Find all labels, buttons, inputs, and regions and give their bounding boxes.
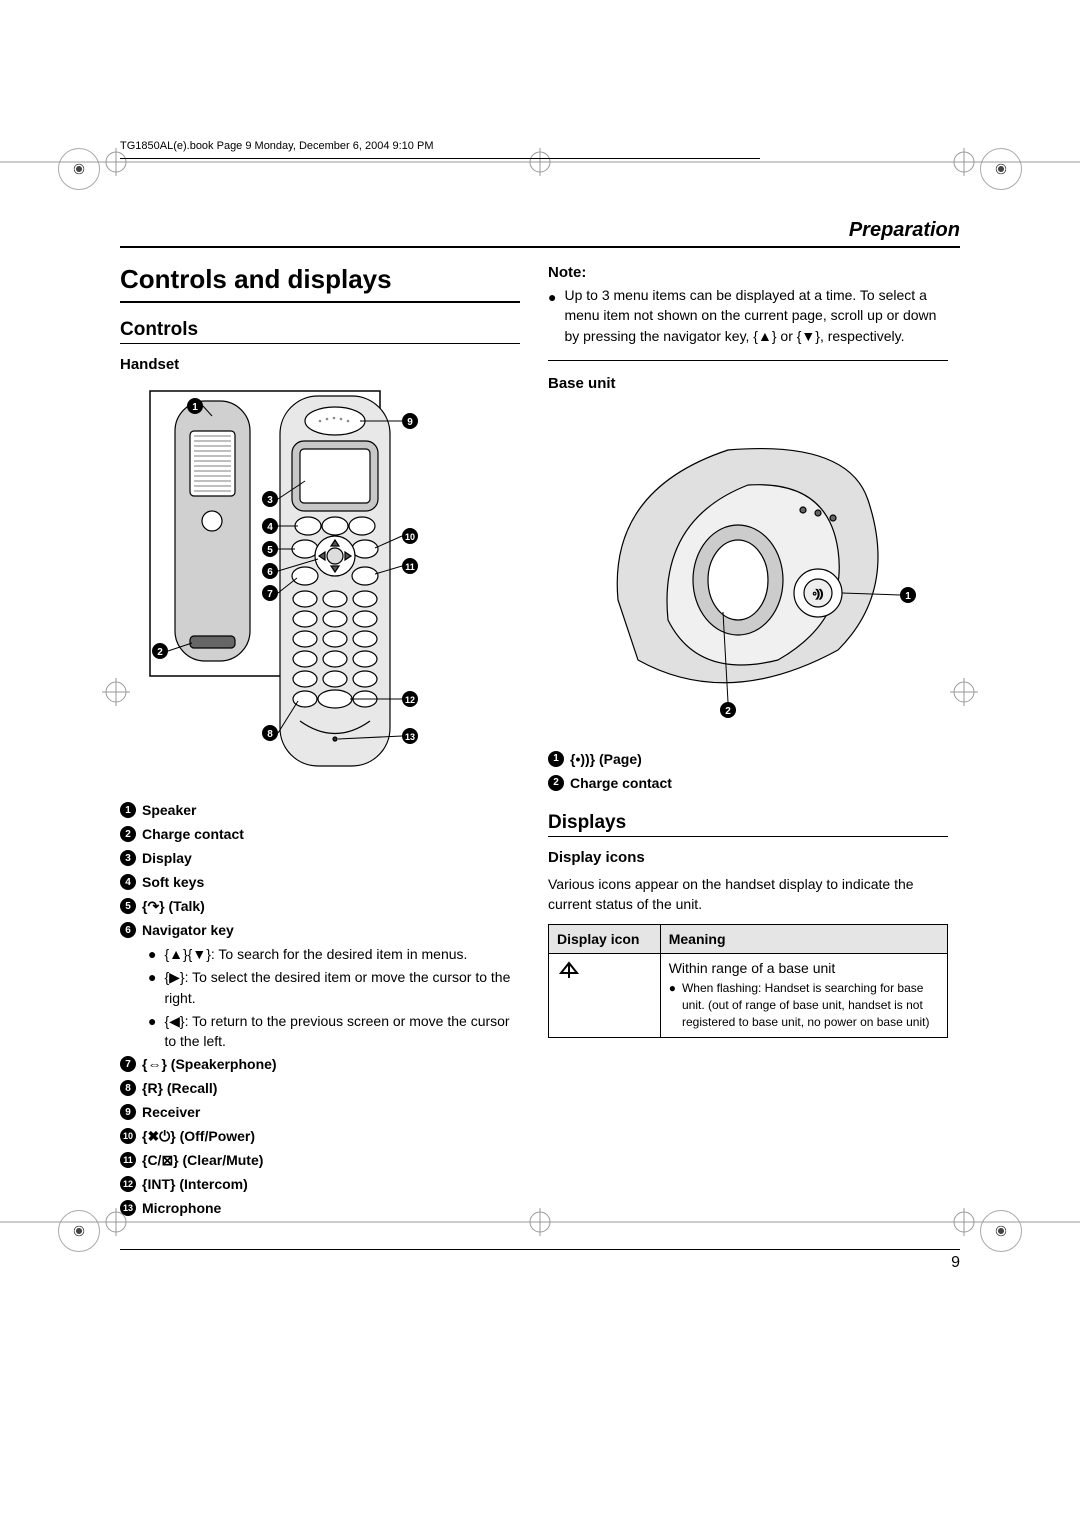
table-row: Within range of a base unit ●When flashi… — [549, 954, 948, 1037]
svg-text:13: 13 — [405, 732, 415, 742]
svg-text:11: 11 — [405, 562, 415, 572]
handset-heading: Handset — [120, 356, 520, 373]
list-item: 9Receiver — [120, 1102, 520, 1123]
svg-text:5: 5 — [267, 545, 273, 556]
sub-bullet: ●{▶}: To select the desired item or move… — [148, 967, 520, 1008]
svg-text:1: 1 — [905, 591, 911, 602]
svg-text:6: 6 — [267, 567, 273, 578]
svg-text:1: 1 — [192, 402, 198, 413]
display-icons-table: Display icon Meaning Within range of a b… — [548, 924, 948, 1037]
base-heading: Base unit — [548, 375, 948, 392]
svg-text:10: 10 — [405, 532, 415, 542]
main-title: Controls and displays — [120, 264, 520, 303]
display-icons-heading: Display icons — [548, 849, 948, 866]
list-item: 8{R} (Recall) — [120, 1078, 520, 1099]
list-item: 2Charge contact — [548, 773, 948, 794]
section-header: Preparation — [120, 219, 960, 248]
right-column: Note: ●Up to 3 menu items can be display… — [548, 264, 948, 1222]
list-item: 4Soft keys — [120, 872, 520, 893]
header-rule — [120, 158, 760, 159]
divider — [548, 360, 948, 361]
svg-text:12: 12 — [405, 695, 415, 705]
handset-list: 1Speaker 2Charge contact 3Display 4Soft … — [120, 800, 520, 1219]
display-icons-intro: Various icons appear on the handset disp… — [548, 874, 948, 915]
controls-heading: Controls — [120, 319, 520, 341]
sub-bullet: ●{◀}: To return to the previous screen o… — [148, 1011, 520, 1052]
svg-text:9: 9 — [407, 417, 413, 428]
list-item: 12{INT} (Intercom) — [120, 1174, 520, 1195]
icon-cell — [549, 954, 661, 1037]
book-page-header: TG1850AL(e).book Page 9 Monday, December… — [120, 140, 960, 156]
page-number: 9 — [951, 1254, 960, 1272]
displays-heading: Displays — [548, 812, 948, 834]
svg-text:3: 3 — [267, 495, 273, 506]
table-header: Meaning — [660, 925, 947, 954]
svg-text:•)): •)) — [813, 589, 823, 600]
antenna-icon — [557, 960, 581, 980]
meaning-cell: Within range of a base unit ●When flashi… — [660, 954, 947, 1037]
svg-text:8: 8 — [267, 729, 273, 740]
svg-text:2: 2 — [725, 706, 731, 717]
list-item: 5{↷} (Talk) — [120, 896, 520, 917]
reg-mark — [980, 1210, 1022, 1252]
reg-mark — [58, 1210, 100, 1252]
svg-text:4: 4 — [267, 522, 273, 533]
handset-diagram: 1 2 3 4 5 6 7 8 — [120, 381, 520, 781]
list-item: 10{✖⏻} (Off/Power) — [120, 1126, 520, 1147]
list-item: 7{⇔} (Speakerphone) — [120, 1054, 520, 1075]
bottom-rule — [120, 1249, 960, 1251]
left-column: Controls and displays Controls Handset — [120, 264, 520, 1222]
divider — [548, 836, 948, 837]
note-heading: Note: — [548, 264, 948, 281]
svg-text:7: 7 — [267, 589, 273, 600]
list-item: 2Charge contact — [120, 824, 520, 845]
reg-mark — [58, 148, 100, 190]
divider — [120, 343, 520, 344]
base-diagram: •)) 1 2 — [548, 400, 948, 730]
list-item: 1Speaker — [120, 800, 520, 821]
table-header: Display icon — [549, 925, 661, 954]
sub-bullet: ●{▲}{▼}: To search for the desired item … — [148, 944, 520, 964]
list-item: 6Navigator key — [120, 920, 520, 941]
list-item: 1{•))} (Page) — [548, 749, 948, 770]
list-item: 3Display — [120, 848, 520, 869]
list-item: 11{C/⊠} (Clear/Mute) — [120, 1150, 520, 1171]
list-item: 13Microphone — [120, 1198, 520, 1219]
svg-text:2: 2 — [157, 647, 163, 658]
note-text: ●Up to 3 menu items can be displayed at … — [548, 285, 948, 346]
reg-mark — [980, 148, 1022, 190]
